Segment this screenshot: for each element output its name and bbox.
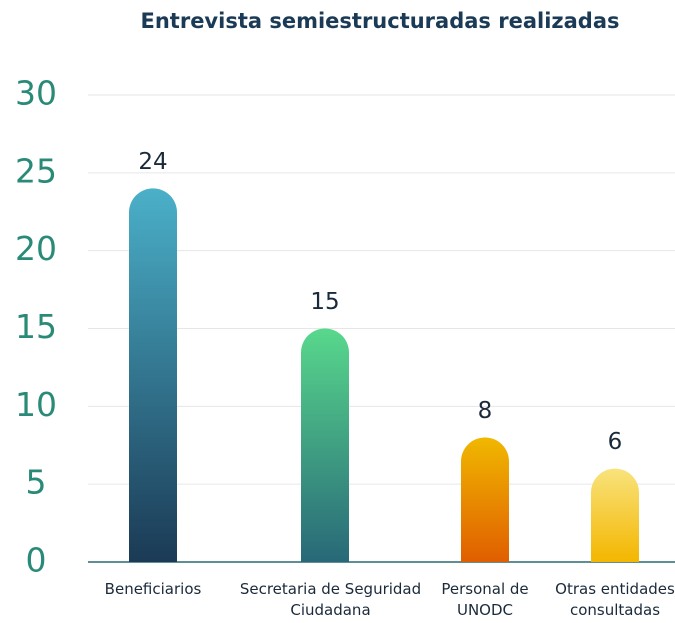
bar	[301, 328, 349, 562]
value-label: 24	[138, 149, 167, 175]
y-tick-label: 5	[26, 463, 47, 502]
y-tick-label: 20	[15, 229, 57, 268]
x-tick-label: Otras entidades consultadas	[555, 580, 675, 619]
y-tick-label: 15	[15, 307, 57, 346]
value-label: 8	[478, 398, 493, 424]
value-label: 15	[310, 289, 339, 315]
x-tick-label: Beneficiarios	[104, 580, 202, 598]
bar	[461, 437, 509, 562]
x-tick-label: Secretaria de Seguridad Ciudadana	[239, 580, 422, 619]
chart-title: Entrevista semiestructuradas realizadas	[141, 9, 620, 33]
bar	[591, 468, 639, 562]
y-tick-label: 30	[15, 74, 57, 113]
y-tick-label: 0	[26, 541, 47, 580]
y-tick-label: 25	[15, 151, 57, 190]
y-tick-label: 10	[15, 385, 57, 424]
bar	[129, 188, 177, 562]
x-tick-label: Personal de UNODC	[441, 580, 529, 619]
value-label: 6	[608, 429, 623, 455]
